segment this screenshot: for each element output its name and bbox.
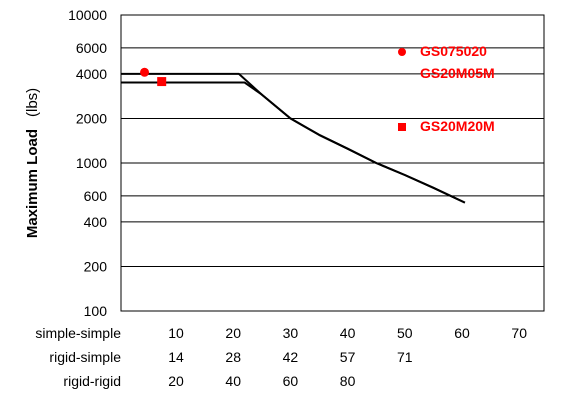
y-axis-label: Maximum Load (lbs) <box>24 88 41 238</box>
x-tick-label: 40 <box>225 373 241 389</box>
x-tick-label: 14 <box>168 349 184 365</box>
legend-marker-circle <box>398 48 406 56</box>
y-tick-label: 2000 <box>76 110 107 126</box>
y-tick-label: 600 <box>84 188 108 204</box>
x-tick-label: 70 <box>511 325 527 341</box>
y-tick-label: 1000 <box>76 155 107 171</box>
x-tick-label: 60 <box>283 373 299 389</box>
y-tick-label: 100 <box>84 303 108 319</box>
legend-label: GS20M05M <box>420 65 495 81</box>
series-lines <box>121 72 466 204</box>
y-axis-label-text: Maximum Load <box>24 129 41 238</box>
x-tick-label: 71 <box>397 349 413 365</box>
legend-marker-square <box>398 123 406 131</box>
x-tick-label: 57 <box>340 349 356 365</box>
x-scale-label: rigid-simple <box>49 349 121 365</box>
y-tick-label: 10000 <box>68 7 107 23</box>
x-tick-label: 50 <box>397 325 413 341</box>
x-scale-label: rigid-rigid <box>63 373 121 389</box>
y-axis-unit: (lbs) <box>24 88 41 117</box>
x-tick-label: 10 <box>168 325 184 341</box>
x-tick-label: 80 <box>340 373 356 389</box>
y-axis-ticks: 100 200 400 600 1000 2000 4000 6000 10000 <box>68 7 107 319</box>
x-tick-label: 42 <box>283 349 299 365</box>
x-tick-label: 60 <box>454 325 470 341</box>
series-line <box>121 81 466 204</box>
series-line <box>121 72 466 204</box>
series-marker-square <box>157 77 167 87</box>
x-scale-label: simple-simple <box>35 325 121 341</box>
y-tick-label: 4000 <box>76 66 107 82</box>
x-tick-label: 28 <box>225 349 241 365</box>
x-tick-label: 40 <box>340 325 356 341</box>
x-tick-label: 20 <box>225 325 241 341</box>
legend: GS075020 GS20M05M GS20M20M <box>398 43 495 134</box>
x-tick-label: 20 <box>168 373 184 389</box>
y-axis-title: Maximum Load (lbs) <box>24 88 41 238</box>
x-axis-scales: simple-simple 10 20 30 40 50 60 70 rigid-simple 1… <box>35 325 527 389</box>
y-tick-label: 6000 <box>76 40 107 56</box>
y-tick-label: 200 <box>84 258 108 274</box>
legend-label: GS20M20M <box>420 118 495 134</box>
legend-label: GS075020 <box>420 43 487 59</box>
x-tick-label: 30 <box>283 325 299 341</box>
series-markers <box>140 67 167 87</box>
y-tick-label: 400 <box>84 214 108 230</box>
series-marker-circle <box>140 67 150 77</box>
